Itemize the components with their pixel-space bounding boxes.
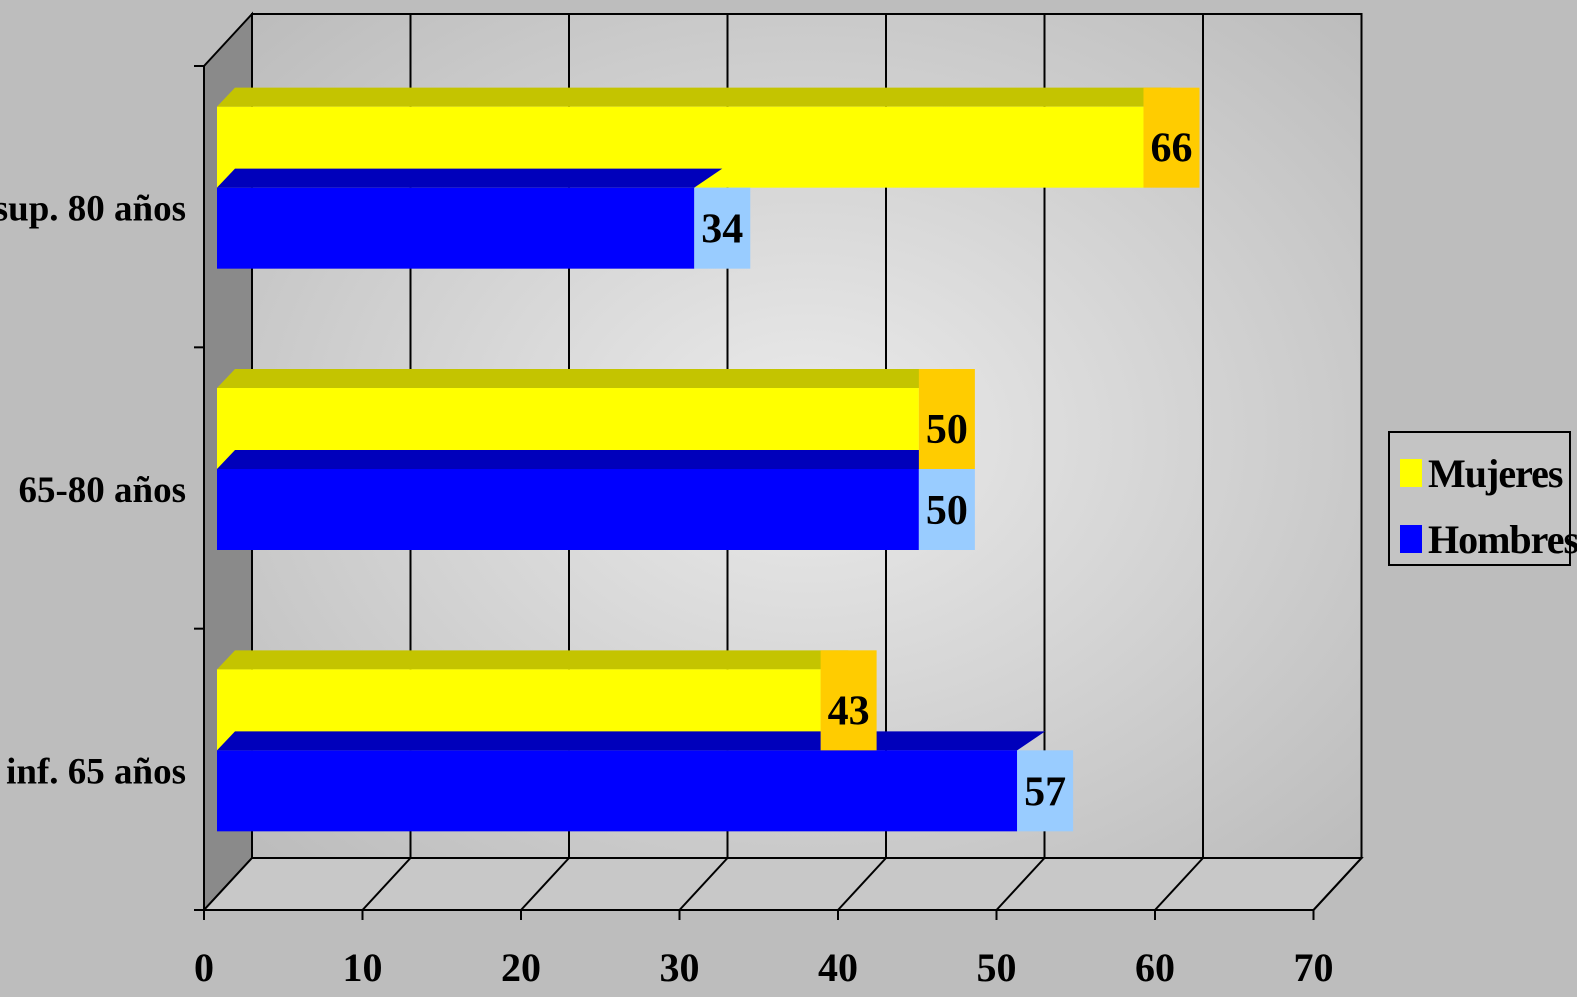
data-label-box bbox=[918, 469, 975, 550]
x-tick-label: 30 bbox=[660, 945, 700, 990]
bar bbox=[217, 750, 1018, 832]
y-tick-label: 65-80 años bbox=[18, 470, 186, 511]
y-tick-label: inf. 65 años bbox=[6, 751, 186, 792]
data-label: 34 bbox=[701, 207, 743, 253]
x-tick-label: 50 bbox=[977, 945, 1017, 990]
legend-item-hombres: Hombres bbox=[1400, 517, 1577, 562]
floor-gridline bbox=[1312, 857, 1363, 911]
bar-top-face bbox=[217, 168, 723, 188]
bar-top-face bbox=[217, 87, 1172, 107]
data-label: 57 bbox=[1024, 769, 1066, 815]
floor-gridline bbox=[520, 857, 570, 911]
legend-label-mujeres: Mujeres bbox=[1428, 450, 1563, 496]
data-label: 66 bbox=[1150, 126, 1192, 172]
bar-top-face bbox=[217, 450, 947, 469]
x-tick-label: 60 bbox=[1135, 945, 1175, 990]
data-label-box bbox=[1143, 87, 1200, 188]
bar-top-face bbox=[217, 369, 947, 388]
x-tick-label: 10 bbox=[343, 945, 383, 990]
y-tick-label: sup. 80 años bbox=[0, 189, 186, 230]
x-tick-label: 0 bbox=[194, 945, 214, 990]
legend-swatch-hombres bbox=[1400, 525, 1422, 553]
floor-gridline bbox=[837, 857, 887, 911]
bar bbox=[217, 469, 919, 550]
data-label-box bbox=[918, 369, 975, 469]
data-label: 50 bbox=[926, 488, 968, 534]
data-label: 43 bbox=[828, 688, 870, 734]
bar-top-face bbox=[217, 650, 849, 670]
x-tick-label: 40 bbox=[818, 945, 858, 990]
floor-gridline bbox=[1154, 857, 1204, 911]
data-label-box bbox=[694, 187, 751, 269]
floor-gridline bbox=[361, 857, 412, 911]
floor bbox=[201, 857, 1364, 911]
chart-legend: Mujeres Hombres bbox=[1388, 431, 1577, 566]
data-label-box bbox=[820, 650, 877, 751]
legend-swatch-mujeres bbox=[1400, 459, 1422, 487]
bar bbox=[217, 187, 695, 269]
floor-gridline bbox=[995, 857, 1046, 911]
legend-item-mujeres: Mujeres bbox=[1400, 451, 1563, 496]
data-label-box bbox=[1017, 750, 1074, 832]
data-label: 50 bbox=[926, 407, 968, 453]
x-tick-label: 70 bbox=[1294, 945, 1334, 990]
legend-label-hombres: Hombres bbox=[1428, 516, 1577, 562]
x-tick-label: 20 bbox=[501, 945, 541, 990]
bar-top-face bbox=[217, 731, 1046, 751]
floor-gridline bbox=[678, 857, 729, 911]
